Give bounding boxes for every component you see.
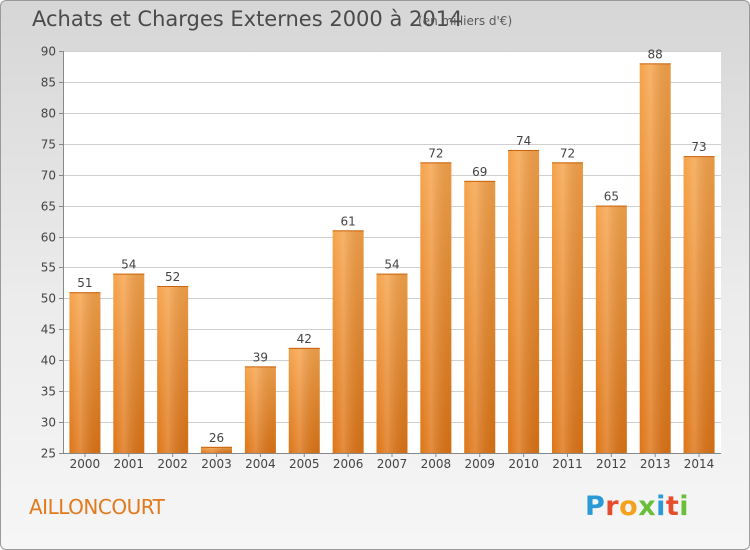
logo-letter: x xyxy=(638,491,657,522)
bar-shine xyxy=(69,292,101,453)
y-tick-label: 60 xyxy=(41,231,56,245)
y-tick-label: 90 xyxy=(41,45,56,59)
data-label: 42 xyxy=(297,332,312,346)
data-label: 52 xyxy=(165,270,180,284)
y-tick-label: 75 xyxy=(41,138,56,152)
bar-shine xyxy=(332,230,364,453)
bar-shine xyxy=(551,162,583,454)
chart-title: Achats et Charges Externes 2000 à 2014 xyxy=(32,7,463,31)
x-tick-label: 2013 xyxy=(640,457,671,471)
logo-letter: i xyxy=(679,491,690,522)
data-label: 61 xyxy=(340,214,355,228)
bar-shine xyxy=(420,162,452,454)
x-tick-label: 2012 xyxy=(596,457,627,471)
bar-shine xyxy=(376,273,408,453)
x-tick-label: 2008 xyxy=(421,457,452,471)
x-tick-label: 2011 xyxy=(552,457,583,471)
data-label: 88 xyxy=(648,47,663,61)
data-label: 65 xyxy=(604,190,619,204)
y-tick-label: 80 xyxy=(41,107,56,121)
proxiti-logo: Proxiti xyxy=(585,491,689,522)
y-tick-label: 45 xyxy=(41,323,56,337)
x-tick-label: 2000 xyxy=(70,457,101,471)
y-tick-label: 85 xyxy=(41,76,56,90)
data-label: 51 xyxy=(77,276,92,290)
commune-name: AILLONCOURT xyxy=(29,495,165,519)
logo-letter: P xyxy=(585,491,606,522)
data-label: 54 xyxy=(384,258,399,272)
y-tick-label: 50 xyxy=(41,292,56,306)
bar-shine xyxy=(244,366,276,453)
logo-letter: r xyxy=(605,491,620,522)
x-tick-label: 2010 xyxy=(508,457,539,471)
y-tick-label: 70 xyxy=(41,169,56,183)
x-tick-label: 2014 xyxy=(684,457,715,471)
x-tick-label: 2002 xyxy=(157,457,188,471)
chart-subtitle: (en milliers d'€) xyxy=(418,14,513,28)
y-tick-label: 55 xyxy=(41,261,56,275)
x-tick-label: 2005 xyxy=(289,457,320,471)
axes: 25 30 35 40 45 50 55 60 65 70 75 80 85 90 2000 2001 2002… xyxy=(41,45,721,471)
bar-shine xyxy=(683,156,715,453)
data-labels: 51 54 52 26 39 42 61 54 72 69 74 72 65 88 73 xyxy=(77,47,706,444)
logo-letter: i xyxy=(656,491,666,522)
y-tick-label: 30 xyxy=(41,416,56,430)
bar-shine xyxy=(288,347,320,453)
bar-shine xyxy=(157,286,189,453)
x-tick-label: 2001 xyxy=(114,457,145,471)
bar-shine xyxy=(508,149,540,453)
bar-shine xyxy=(113,273,145,453)
data-label: 26 xyxy=(209,431,224,445)
x-tick-label: 2003 xyxy=(201,457,232,471)
x-tick-label: 2006 xyxy=(333,457,364,471)
x-tick-label: 2004 xyxy=(245,457,276,471)
bar-shine xyxy=(639,63,671,453)
data-label: 69 xyxy=(472,165,487,179)
data-label: 72 xyxy=(560,146,575,160)
x-tick-label: 2007 xyxy=(377,457,408,471)
y-tick-label: 40 xyxy=(41,354,56,368)
logo-letter: t xyxy=(665,491,680,522)
y-tick-label: 35 xyxy=(41,385,56,399)
data-label: 39 xyxy=(253,350,268,364)
bar-shine xyxy=(201,446,233,453)
bars xyxy=(69,63,715,454)
y-tick-label: 65 xyxy=(41,200,56,214)
data-label: 54 xyxy=(121,258,136,272)
bar-shine xyxy=(464,180,496,453)
data-label: 72 xyxy=(428,146,443,160)
data-label: 74 xyxy=(516,134,531,148)
logo-letter: o xyxy=(619,491,639,522)
y-tick-label: 25 xyxy=(41,447,56,461)
data-label: 73 xyxy=(691,140,706,154)
bar-shine xyxy=(595,205,627,453)
x-tick-label: 2009 xyxy=(464,457,495,471)
